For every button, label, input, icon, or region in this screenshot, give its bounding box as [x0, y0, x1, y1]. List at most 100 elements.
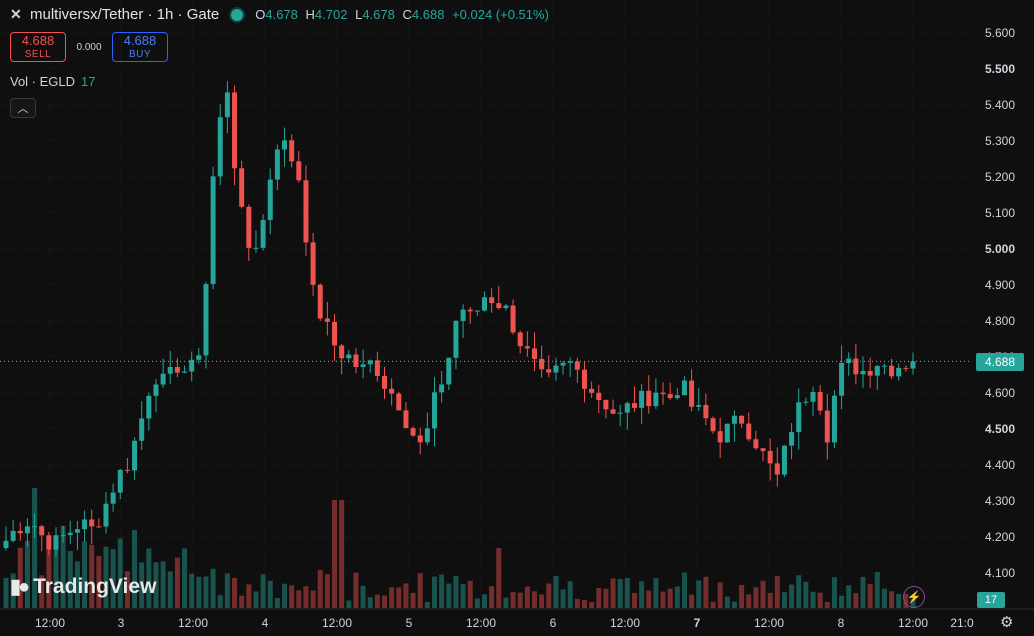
volume-bar	[196, 576, 202, 608]
candle	[639, 390, 645, 408]
volume-bar	[674, 586, 680, 608]
volume-bar	[667, 588, 673, 608]
volume-bar	[689, 594, 695, 608]
volume-bar	[831, 577, 837, 608]
candle	[653, 392, 659, 407]
volume-bar	[382, 595, 388, 608]
candle	[874, 365, 880, 376]
candle	[789, 432, 795, 446]
candle	[846, 358, 852, 364]
lightning-icon[interactable]: ⚡	[903, 586, 925, 608]
volume-bar	[624, 578, 630, 608]
volume-bar	[374, 594, 380, 608]
volume-bar	[3, 577, 9, 608]
volume-bar	[232, 577, 238, 608]
y-tick-label: 4.200	[985, 530, 1015, 544]
candle	[96, 526, 102, 528]
candle	[360, 364, 366, 368]
candle	[631, 403, 637, 408]
candle	[196, 355, 202, 360]
volume-bar	[110, 549, 116, 608]
y-tick-label: 5.500	[985, 62, 1015, 76]
buy-button[interactable]: 4.688 BUY	[112, 32, 168, 62]
chart-legend: ✕ multiversx/Tether · 1h · Gate O4.678 H…	[10, 6, 549, 23]
volume-bar	[53, 541, 59, 608]
volume-bar	[46, 550, 52, 608]
volume-bar	[517, 592, 523, 608]
candle	[674, 395, 680, 399]
candle	[881, 365, 887, 367]
volume-bar	[881, 588, 887, 608]
candle	[903, 367, 909, 369]
candle	[396, 393, 402, 411]
volume-bar	[124, 571, 130, 608]
y-tick-label: 4.600	[985, 386, 1015, 400]
candle	[382, 376, 388, 389]
volume-bar	[796, 575, 802, 608]
symbol-title[interactable]: multiversx/Tether · 1h · Gate	[30, 6, 220, 23]
volume-bar	[639, 581, 645, 608]
candle	[117, 469, 123, 493]
volume-bar	[39, 575, 45, 608]
candle	[67, 532, 73, 536]
candle	[453, 320, 459, 358]
volume-bar	[660, 591, 666, 608]
volume-bar	[24, 540, 30, 608]
volume-legend[interactable]: Vol · EGLD 17	[10, 74, 96, 89]
candle	[803, 401, 809, 403]
volume-bar	[596, 588, 602, 608]
volume-bar	[32, 488, 38, 608]
candle	[174, 366, 180, 373]
volume-bar	[746, 594, 752, 608]
candle	[274, 149, 280, 180]
collapse-legend-button[interactable]: ︿	[10, 98, 36, 118]
candle	[767, 450, 773, 464]
gear-icon[interactable]: ⚙	[1000, 614, 1014, 631]
volume-bar	[217, 595, 223, 608]
volume-bar	[289, 585, 295, 608]
volume-bar	[774, 576, 780, 608]
candle	[889, 365, 895, 377]
candle	[724, 423, 730, 443]
candle	[603, 399, 609, 410]
volume-bar	[567, 581, 573, 608]
volume-bar	[581, 599, 587, 608]
x-tick-label: 12:00	[35, 616, 65, 630]
x-tick-label: 7	[694, 616, 701, 630]
candle	[224, 92, 230, 118]
candle	[146, 395, 152, 419]
volume-bar	[846, 585, 852, 608]
candle	[489, 297, 495, 304]
volume-bar	[703, 576, 709, 608]
candle	[324, 318, 330, 322]
candle	[681, 380, 687, 396]
volume-bar	[803, 581, 809, 608]
y-tick-label: 4.900	[985, 278, 1015, 292]
candle	[189, 359, 195, 372]
candle	[689, 380, 695, 407]
market-status-dot-icon[interactable]	[231, 8, 244, 21]
volume-bar	[274, 598, 280, 608]
tradingview-logo[interactable]: ▮● TradingView	[10, 574, 157, 599]
candle	[596, 392, 602, 400]
volume-bar	[60, 526, 66, 608]
candle	[610, 409, 616, 414]
candle	[417, 435, 423, 443]
candle	[210, 176, 216, 285]
candle	[317, 284, 323, 319]
volume-bar	[267, 580, 273, 608]
candle	[774, 463, 780, 475]
sell-button[interactable]: 4.688 SELL	[10, 32, 66, 62]
y-tick-label: 4.500	[985, 422, 1015, 436]
candle	[624, 403, 630, 413]
volume-bar	[631, 592, 637, 608]
candle	[3, 540, 9, 549]
candle	[346, 354, 352, 359]
volume-bar	[553, 576, 559, 608]
candle	[246, 206, 252, 248]
volume-bar	[167, 571, 173, 608]
candle	[910, 361, 916, 369]
candle	[531, 348, 537, 360]
volume-bar	[731, 601, 737, 608]
